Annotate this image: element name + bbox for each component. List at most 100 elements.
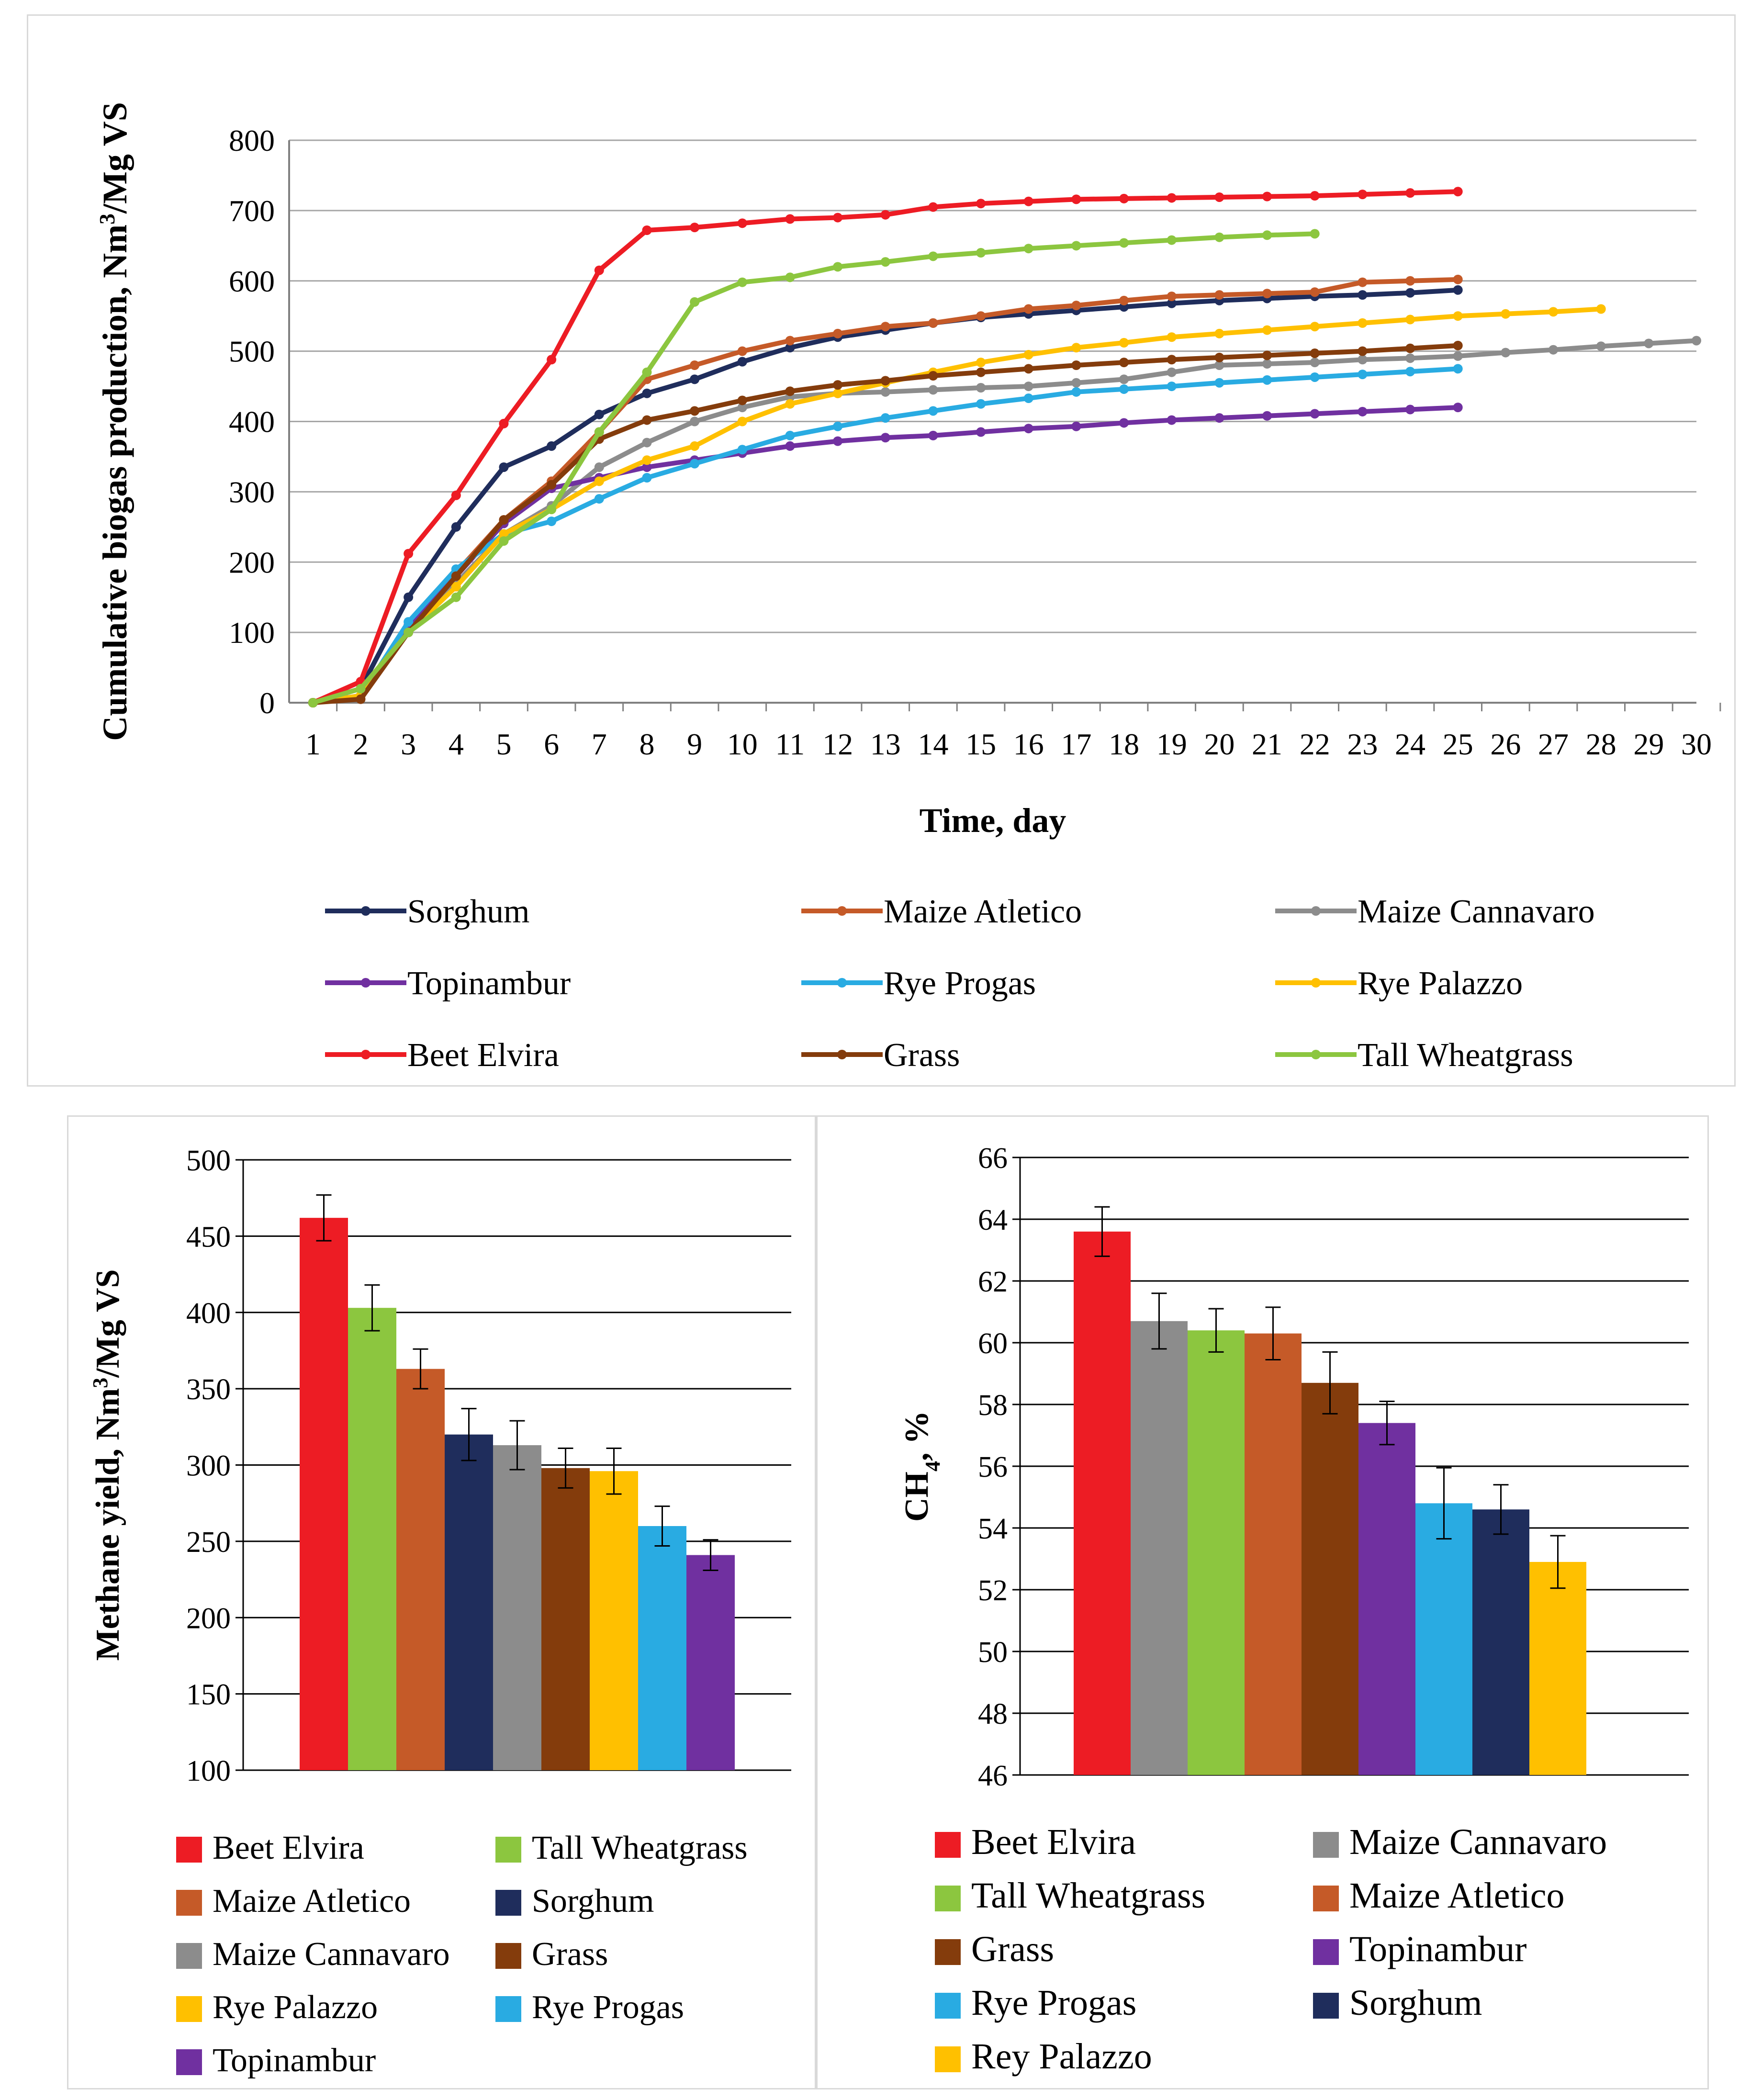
data-point [785, 272, 795, 282]
legend-marker [1311, 906, 1321, 916]
data-point [690, 416, 700, 427]
data-point [1262, 325, 1272, 335]
data-point [690, 360, 700, 370]
data-point [1262, 375, 1272, 385]
data-point [594, 494, 604, 504]
series-maize-cannavaro [308, 336, 1701, 707]
data-point [594, 427, 604, 437]
data-point [1214, 192, 1224, 202]
legend-swatch [495, 1890, 521, 1916]
data-point [690, 297, 700, 307]
data-point [737, 346, 747, 356]
legend-label: Rye Progas [971, 1983, 1136, 2023]
data-point [642, 455, 652, 465]
y-tick-label: 60 [978, 1327, 1008, 1360]
legend-item-topinambur: Topinambur [325, 965, 571, 1002]
legend-label: Grass [884, 1037, 960, 1074]
legend-item-maize-atletico: Maize Atletico [176, 1883, 411, 1920]
x-tick-label: 17 [1061, 727, 1091, 761]
x-tick-label: 14 [918, 727, 948, 761]
data-point [976, 399, 986, 409]
series-line [310, 338, 1699, 705]
x-tick-label: 4 [449, 727, 464, 761]
series-line [310, 287, 1460, 705]
x-tick-label: 25 [1443, 727, 1473, 761]
data-point [1023, 244, 1033, 254]
legend-label: Beet Elvira [407, 1037, 559, 1074]
bar-rect [348, 1308, 396, 1770]
data-point [594, 462, 604, 472]
data-point [737, 218, 747, 228]
bar-rect [1472, 1509, 1529, 1775]
legend-item-sorghum: Sorghum [325, 893, 529, 930]
legend-swatch [1313, 1886, 1339, 1911]
data-point [1023, 382, 1033, 392]
x-tick-label: 6 [544, 727, 559, 761]
data-point [976, 427, 986, 437]
data-point [1167, 415, 1177, 425]
y-tick-label: 200 [186, 1602, 231, 1635]
data-point [404, 549, 414, 559]
data-point [1071, 343, 1081, 353]
bar-rect [1245, 1333, 1302, 1775]
legend-label: Maize Atletico [884, 893, 1082, 930]
bar-rect [1074, 1231, 1131, 1775]
data-point [1596, 304, 1606, 314]
data-point [1071, 301, 1081, 311]
data-point [976, 383, 986, 393]
data-point [1214, 360, 1224, 370]
series-line [310, 231, 1317, 705]
legend-item-tall-wheatgrass: Tall Wheatgrass [1275, 1037, 1573, 1074]
data-point [1405, 276, 1415, 286]
y-tick-label: 62 [978, 1266, 1008, 1298]
data-point [1453, 285, 1463, 295]
methane-yield-chart-panel: 100 150 200 250 300 350 400 450 500 Methane yield… [67, 1115, 816, 2089]
data-point [737, 277, 747, 287]
x-tick-label: 8 [639, 727, 654, 761]
data-point [785, 430, 795, 440]
data-point [1358, 355, 1368, 365]
x-tick-label: 30 [1681, 727, 1712, 761]
y-tick-label: 350 [186, 1373, 231, 1406]
data-point [1119, 358, 1129, 368]
legend-item-maize-cannavaro: Maize Cannavaro [1313, 1822, 1607, 1862]
data-point [1310, 348, 1320, 359]
legend-label: Topinambur [213, 2042, 376, 2079]
data-point [594, 476, 604, 486]
y-tick-label: 56 [978, 1451, 1008, 1483]
data-point [1310, 372, 1320, 382]
ch4-content-chart-panel: 46 48 50 52 54 56 58 60 62 64 66 CH4, % Beet Elvira M… [816, 1115, 1709, 2089]
legend-swatch [935, 1993, 961, 2019]
legend-marker [837, 978, 847, 988]
data-point [1119, 384, 1129, 394]
data-point [1644, 338, 1654, 348]
legend-item-rye-progas: Rye Progas [801, 965, 1036, 1002]
data-point [880, 210, 890, 220]
data-point [785, 386, 795, 396]
data-point [1405, 353, 1415, 363]
legend-item-beet-elvira: Beet Elvira [176, 1830, 364, 1866]
bar-rect [590, 1471, 638, 1770]
bar-grass [1302, 1351, 1358, 1775]
data-point [833, 213, 843, 223]
legend-marker [361, 906, 370, 916]
data-point [1119, 418, 1129, 428]
legend-label: Grass [971, 1929, 1054, 1969]
data-point [1549, 345, 1559, 355]
data-point [1167, 298, 1177, 308]
data-point [1262, 230, 1272, 240]
y-tick-label: 600 [229, 264, 275, 298]
series-grass [308, 340, 1463, 707]
series-line [310, 189, 1460, 705]
data-point [1262, 350, 1272, 360]
data-point [404, 628, 414, 638]
legend-label: Sorghum [532, 1883, 654, 1920]
bar-rect [493, 1445, 541, 1770]
data-point [499, 462, 509, 472]
legend-swatch [176, 1996, 202, 2022]
data-point [880, 433, 890, 443]
legend-label: Rey Palazzo [971, 2036, 1152, 2077]
data-point [1071, 241, 1081, 251]
legend-label: Sorghum [1349, 1983, 1482, 2023]
legend-swatch [935, 1939, 961, 1965]
